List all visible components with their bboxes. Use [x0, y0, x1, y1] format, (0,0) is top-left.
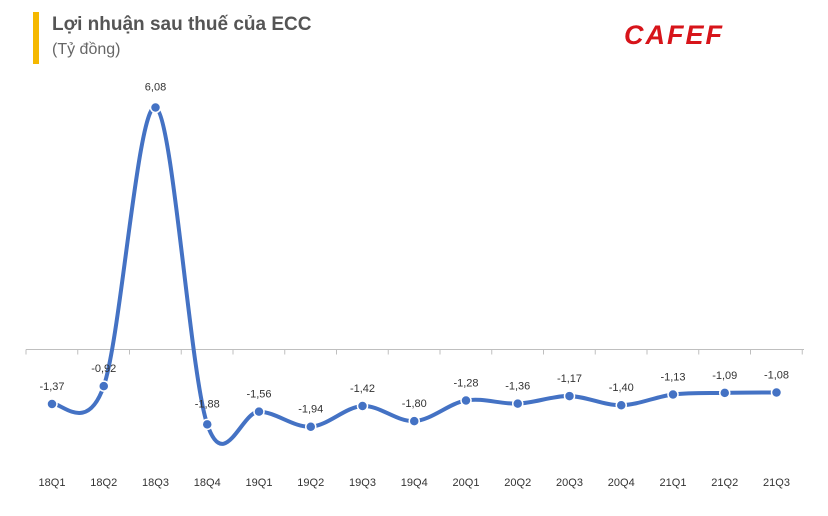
data-point-20Q2 — [512, 397, 524, 410]
x-tick-label-19Q4: 19Q4 — [401, 477, 428, 489]
x-tick-label-19Q2: 19Q2 — [297, 477, 324, 489]
series-line — [50, 105, 779, 446]
data-label-21Q3: -1,08 — [764, 369, 789, 381]
data-label-20Q4: -1,40 — [609, 382, 634, 394]
data-label-20Q3: -1,17 — [557, 373, 582, 385]
x-axis — [25, 349, 804, 355]
data-point-20Q4 — [615, 399, 627, 411]
data-label-21Q2: -1,09 — [712, 370, 737, 382]
x-tick-label-18Q3: 18Q3 — [142, 477, 169, 489]
x-tick-label-19Q3: 19Q3 — [349, 477, 376, 489]
x-tick-label-19Q1: 19Q1 — [246, 477, 273, 489]
data-point-19Q1 — [253, 405, 265, 418]
data-point-19Q3 — [356, 400, 369, 412]
data-point-19Q4 — [408, 415, 420, 427]
data-label-21Q1: -1,13 — [660, 371, 685, 383]
data-label-19Q3: -1,42 — [350, 383, 375, 395]
data-point-20Q1 — [460, 394, 472, 407]
x-tick-label-20Q2: 20Q2 — [504, 477, 531, 489]
data-point-18Q1 — [46, 398, 58, 410]
chart-subtitle: (Tỷ đồng) — [52, 41, 121, 58]
x-tick-label-20Q3: 20Q3 — [556, 477, 583, 489]
data-label-18Q2: -0,92 — [91, 363, 116, 375]
x-tick-label-18Q2: 18Q2 — [90, 477, 117, 489]
data-point-21Q1 — [667, 388, 679, 401]
data-label-18Q3: 6,08 — [145, 82, 166, 94]
data-points — [46, 101, 783, 433]
data-labels: -1,37 -0,92 6,08 -1,88 -1,56 -1,94 -1,42 -1,80 -… — [39, 82, 789, 416]
chart-title: Lợi nhuận sau thuế của ECC — [52, 14, 312, 35]
cafef-logo: CAFEF — [624, 20, 724, 51]
x-tick-label-20Q1: 20Q1 — [453, 477, 480, 489]
data-label-19Q2: -1,94 — [298, 404, 323, 416]
data-point-19Q2 — [305, 420, 317, 433]
x-tick-label-20Q4: 20Q4 — [608, 477, 635, 489]
data-point-20Q3 — [563, 390, 576, 402]
x-tick-label-18Q1: 18Q1 — [39, 477, 66, 489]
x-tick-label-21Q1: 21Q1 — [660, 477, 687, 489]
data-point-18Q4 — [201, 418, 213, 431]
x-tick-labels: 18Q1 18Q2 18Q3 18Q4 19Q1 19Q2 19Q3 19Q4 20Q1 20Q2… — [39, 477, 790, 489]
data-label-19Q1: -1,56 — [246, 389, 271, 401]
data-label-18Q1: -1,37 — [39, 381, 64, 393]
cafef-logo-text: CAFEF — [624, 20, 724, 50]
title-accent-bar — [33, 12, 39, 64]
x-tick-label-21Q3: 21Q3 — [763, 477, 790, 489]
series-line-layer — [50, 105, 779, 446]
data-point-21Q2 — [719, 387, 731, 399]
data-point-21Q3 — [770, 386, 783, 399]
data-point-18Q3 — [149, 101, 162, 114]
data-label-19Q4: -1,80 — [402, 398, 427, 410]
x-tick-label-18Q4: 18Q4 — [194, 477, 221, 489]
data-label-20Q1: -1,28 — [453, 377, 478, 389]
data-label-20Q2: -1,36 — [505, 381, 530, 393]
data-label-18Q4: -1,88 — [195, 398, 220, 410]
data-point-18Q2 — [98, 380, 110, 392]
x-tick-label-21Q2: 21Q2 — [711, 477, 738, 489]
